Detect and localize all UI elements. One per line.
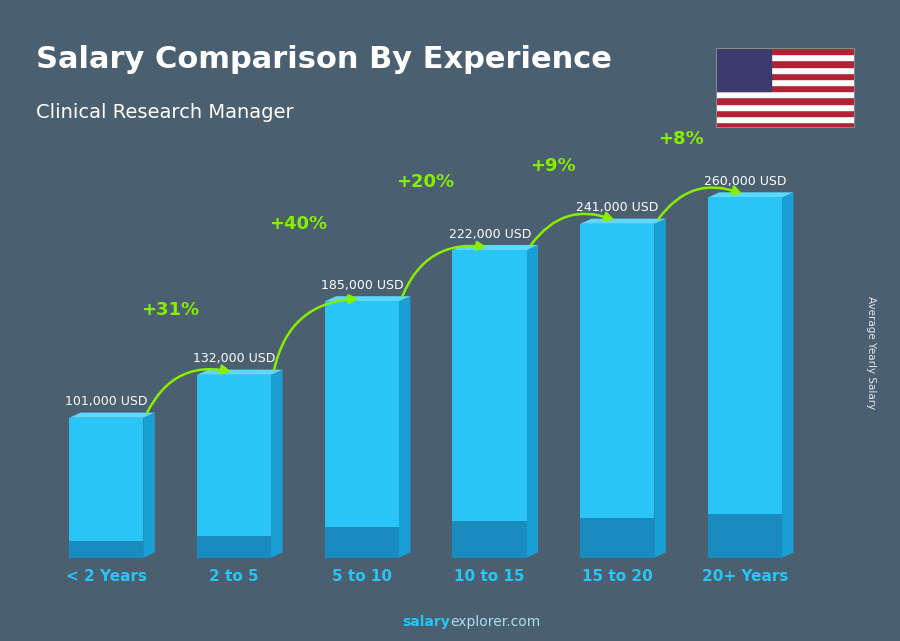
Bar [716, 116, 855, 122]
Bar [197, 375, 271, 558]
Bar [716, 104, 855, 110]
Polygon shape [526, 245, 538, 558]
Text: 222,000 USD: 222,000 USD [448, 228, 531, 240]
Polygon shape [271, 370, 283, 558]
Text: salary: salary [402, 615, 450, 629]
Polygon shape [325, 296, 410, 301]
Polygon shape [782, 192, 794, 558]
Text: Average Yearly Salary: Average Yearly Salary [866, 296, 877, 409]
Bar [708, 197, 782, 558]
Text: 185,000 USD: 185,000 USD [321, 279, 403, 292]
Text: Salary Comparison By Experience: Salary Comparison By Experience [36, 45, 612, 74]
Polygon shape [654, 219, 666, 558]
Text: 101,000 USD: 101,000 USD [66, 395, 148, 408]
Bar [325, 301, 399, 558]
Polygon shape [453, 245, 538, 250]
Text: 241,000 USD: 241,000 USD [576, 201, 659, 214]
Bar [716, 67, 855, 72]
Bar [197, 536, 271, 558]
Bar [580, 517, 654, 558]
Bar [716, 110, 855, 116]
Bar [716, 91, 855, 97]
Polygon shape [708, 192, 794, 197]
Text: +31%: +31% [141, 301, 199, 319]
Polygon shape [69, 413, 155, 418]
Bar [453, 250, 526, 558]
Bar [69, 418, 143, 558]
Bar [716, 79, 855, 85]
Text: +8%: +8% [658, 130, 704, 148]
Bar [716, 48, 855, 54]
Bar [716, 97, 855, 104]
Bar [708, 515, 782, 558]
Bar [453, 520, 526, 558]
Text: 260,000 USD: 260,000 USD [704, 175, 787, 188]
Text: explorer.com: explorer.com [450, 615, 540, 629]
Bar [325, 527, 399, 558]
Bar [716, 122, 855, 128]
Text: +40%: +40% [269, 215, 327, 233]
Bar [716, 48, 771, 91]
Text: Clinical Research Manager: Clinical Research Manager [36, 103, 293, 122]
Bar [716, 72, 855, 79]
Text: 132,000 USD: 132,000 USD [194, 353, 275, 365]
Text: +20%: +20% [397, 173, 454, 191]
Bar [69, 541, 143, 558]
Bar [580, 224, 654, 558]
Bar [716, 85, 855, 91]
Bar [716, 60, 855, 67]
Text: +9%: +9% [531, 156, 576, 174]
Polygon shape [143, 413, 155, 558]
Bar [716, 54, 855, 60]
Polygon shape [197, 370, 283, 375]
Polygon shape [399, 296, 410, 558]
Polygon shape [580, 219, 666, 224]
